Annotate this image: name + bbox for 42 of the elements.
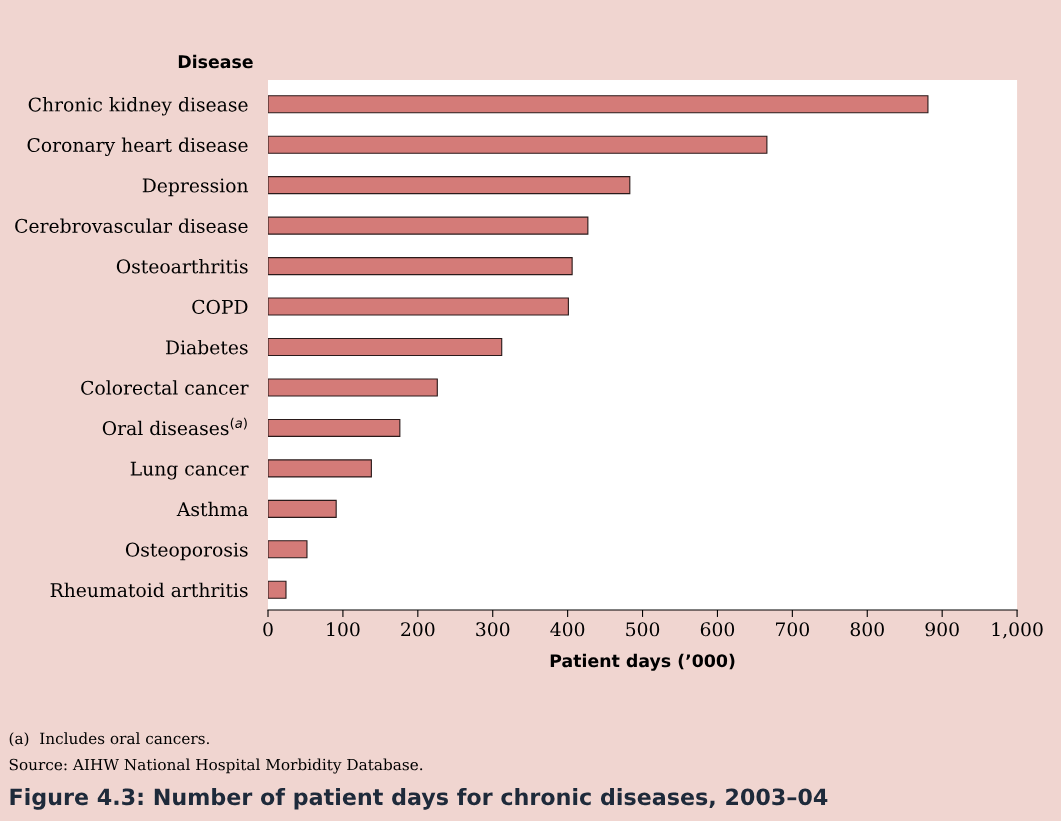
bar <box>268 176 631 195</box>
y-tick-label: Osteoporosis <box>125 542 248 561</box>
y-tick-label: COPD <box>192 299 248 314</box>
source-note: Source: AIHW National Hospital Morbidity Database. <box>9 758 423 774</box>
x-tick-label: 200 <box>401 622 435 637</box>
y-tick-label: Cerebrovascular disease <box>15 218 248 234</box>
y-tick-label: Coronary heart disease <box>27 137 248 156</box>
x-tick-label: 1,000 <box>992 622 1043 639</box>
x-tick-label: 800 <box>850 622 884 637</box>
y-tick-label: Colorectal cancer <box>81 380 249 395</box>
y-tick-label: Oral diseases$^{(a)}$ <box>102 417 247 436</box>
x-tick-label: 700 <box>776 622 809 637</box>
bar <box>268 297 569 316</box>
y-tick-label: Depression <box>142 178 249 197</box>
y-tick-label: Osteoarthritis <box>116 258 248 274</box>
x-tick-label: 400 <box>550 622 585 637</box>
bar <box>268 540 308 559</box>
y-tick-label: Diabetes <box>166 339 248 355</box>
bar <box>268 337 503 357</box>
bar <box>268 580 287 599</box>
bar <box>268 459 372 478</box>
bar <box>268 499 337 518</box>
text: Figure 4.3: Number of patient days for chronic diseases, 2003–04 <box>10 787 828 810</box>
x-tick-label: 300 <box>476 622 510 637</box>
y-tick-label: Asthma <box>176 501 249 517</box>
bar <box>268 95 929 114</box>
y-tick-label: Rheumatoid arthritis <box>50 582 248 598</box>
x-tick-label: 900 <box>925 622 959 637</box>
x-axis-title: Patient days (’000) <box>550 653 735 671</box>
y-tick-label: Lung cancer <box>130 461 249 480</box>
bar <box>268 135 768 154</box>
bar <box>268 418 401 437</box>
y-axis-title: Disease <box>178 54 253 69</box>
x-tick-label: 500 <box>626 622 660 637</box>
x-tick-label: 600 <box>700 622 735 637</box>
x-tick-label: 0 <box>263 622 273 637</box>
x-tick-label: 100 <box>327 622 360 637</box>
y-tick-label: Chronic kidney disease <box>28 97 248 116</box>
bar <box>268 378 438 397</box>
text: (a) Includes oral cancers. <box>9 732 209 747</box>
bar <box>268 257 573 276</box>
bar <box>268 216 589 235</box>
